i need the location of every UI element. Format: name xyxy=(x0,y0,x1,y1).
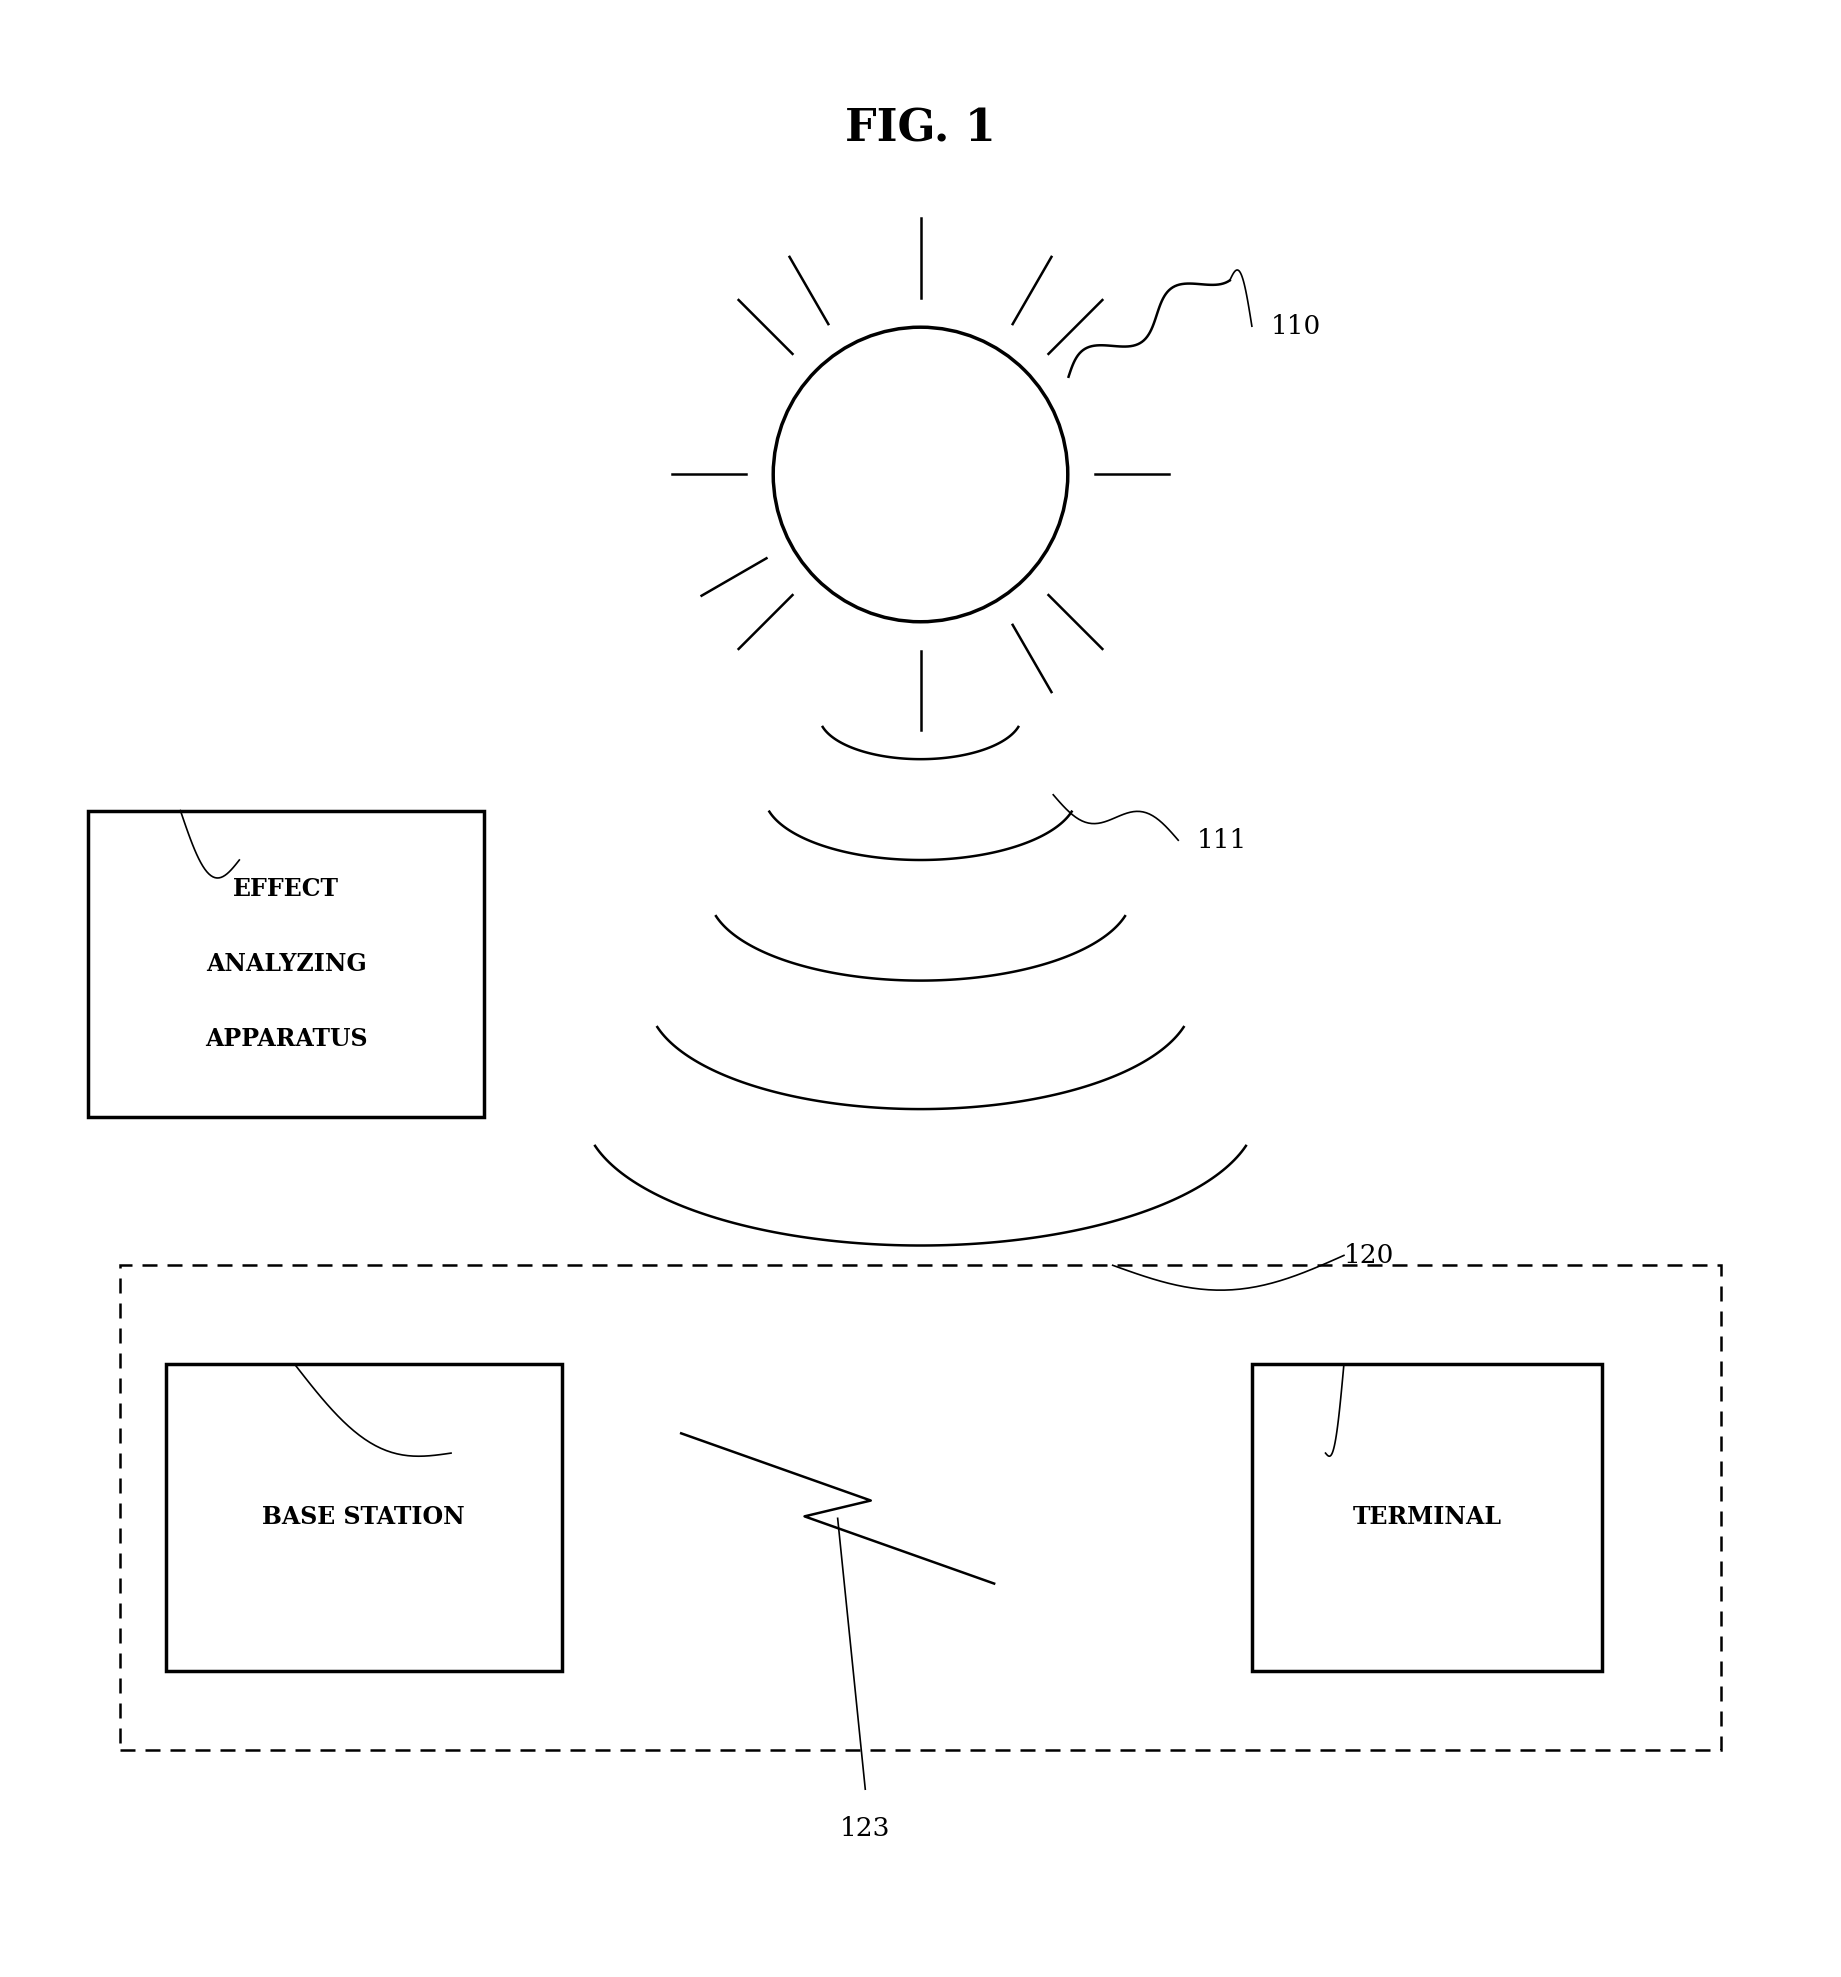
Text: ANALYZING: ANALYZING xyxy=(206,951,366,977)
Text: 111: 111 xyxy=(1197,828,1246,852)
Text: 122: 122 xyxy=(1326,1441,1375,1465)
Text: TERMINAL: TERMINAL xyxy=(1353,1504,1500,1530)
Text: 123: 123 xyxy=(839,1817,891,1841)
Text: 121: 121 xyxy=(451,1441,501,1465)
Text: FIG. 1: FIG. 1 xyxy=(845,107,996,150)
Text: EFFECT: EFFECT xyxy=(234,876,339,902)
Text: 120: 120 xyxy=(1344,1244,1394,1267)
Text: 110: 110 xyxy=(1270,314,1320,338)
Bar xyxy=(88,811,484,1117)
Text: APPARATUS: APPARATUS xyxy=(204,1026,368,1052)
Text: BASE STATION: BASE STATION xyxy=(261,1504,466,1530)
Bar xyxy=(1252,1364,1602,1671)
Bar xyxy=(120,1265,1721,1750)
Bar xyxy=(166,1364,562,1671)
Text: 100: 100 xyxy=(239,848,289,872)
